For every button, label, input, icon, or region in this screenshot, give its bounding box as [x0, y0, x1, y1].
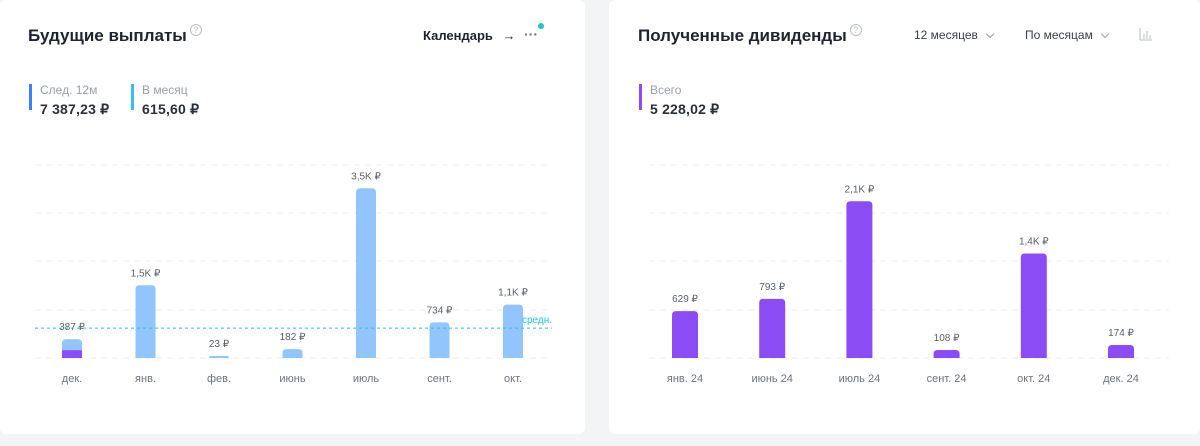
calendar-link-label: Календарь	[423, 28, 493, 43]
dividends-tick-label: июнь 24	[751, 373, 793, 385]
future-bar[interactable]	[356, 188, 376, 358]
future-tick-label: сент.	[427, 373, 452, 385]
future-tick-label: июнь	[279, 373, 305, 385]
stat-per-month: В месяц 615,60 ₽	[131, 83, 199, 117]
stat-next-12m: След. 12м 7 387,23 ₽	[29, 83, 109, 117]
period-select[interactable]: 12 месяцев	[914, 28, 995, 42]
future-bar[interactable]	[209, 356, 229, 358]
calendar-link[interactable]: Календарь →	[423, 28, 516, 43]
dividends-tick-label: янв. 24	[667, 373, 703, 385]
future-bar[interactable]	[282, 349, 303, 358]
dividends-tick-label: окт. 24	[1017, 373, 1050, 385]
future-tick-label: июль	[353, 373, 380, 385]
dividends-bar[interactable]	[1108, 345, 1134, 358]
help-icon[interactable]: ?	[849, 24, 862, 36]
average-line-label: средн.	[522, 315, 552, 326]
bar-chart-icon[interactable]	[1139, 27, 1153, 41]
stat-total-value: 5 228,02 ₽	[650, 101, 720, 117]
future-bar[interactable]	[135, 285, 156, 358]
dividends-bar[interactable]	[672, 311, 698, 358]
future-tick-label: дек.	[62, 373, 82, 385]
dividends-bar[interactable]	[1020, 253, 1047, 358]
received-dividends-card: Полученные дивиденды? 12 месяцев По меся…	[609, 0, 1200, 434]
arrow-right-icon: →	[502, 28, 516, 43]
dividends-tick-label: дек. 24	[1103, 373, 1139, 385]
future-payouts-card: Будущие выплаты? Календарь → ··· След. 1…	[0, 0, 585, 434]
future-payouts-title: Будущие выплаты?	[28, 24, 202, 46]
dividends-value-label: 629 ₽	[672, 294, 698, 305]
notification-dot	[538, 23, 544, 29]
future-tick-label: янв.	[135, 373, 156, 385]
help-icon[interactable]: ?	[189, 24, 202, 36]
stat-total-label: Всего	[650, 83, 682, 97]
future-value-label: 1,1K ₽	[498, 288, 528, 299]
stat-total: Всего 5 228,02 ₽	[639, 83, 719, 117]
dividends-value-label: 1,4K ₽	[1019, 237, 1049, 248]
stat-next-12m-label: След. 12м	[40, 83, 98, 97]
future-value-label: 734 ₽	[427, 305, 453, 316]
dividends-value-label: 174 ₽	[1108, 328, 1134, 339]
dividends-value-label: 108 ₽	[934, 333, 960, 344]
dividends-value-label: 2,1K ₽	[845, 184, 875, 195]
dividends-bar[interactable]	[759, 298, 786, 358]
stat-next-12m-value: 7 387,23 ₽	[40, 101, 110, 117]
period-select-value: 12 месяцев	[914, 28, 978, 42]
future-bar-received-part	[62, 350, 82, 358]
received-dividends-title: Полученные дивиденды?	[638, 24, 862, 46]
future-bar[interactable]	[429, 322, 450, 358]
dividends-bar[interactable]	[933, 349, 960, 358]
future-value-label: 3,5K ₽	[351, 171, 381, 182]
dividends-tick-label: сент. 24	[927, 373, 967, 385]
future-tick-label: фев.	[207, 373, 231, 385]
more-menu-button[interactable]: ···	[524, 26, 538, 42]
stat-per-month-value: 615,60 ₽	[142, 101, 200, 117]
future-tick-label: окт.	[504, 373, 522, 385]
future-value-label: 23 ₽	[209, 339, 230, 350]
grouping-select[interactable]: По месяцам	[1025, 28, 1110, 42]
received-dividends-title-text: Полученные дивиденды	[638, 26, 847, 45]
dividends-tick-label: июль 24	[839, 373, 881, 385]
future-bar[interactable]	[503, 304, 523, 358]
future-value-label: 182 ₽	[280, 332, 306, 343]
received-dividends-chart: 629 ₽ янв. 24 793 ₽ июнь 24 2,1K ₽ июль 24 108…	[649, 164, 1169, 385]
stat-per-month-label: В месяц	[142, 83, 188, 97]
dividends-value-label: 793 ₽	[759, 282, 785, 293]
future-payouts-title-text: Будущие выплаты	[28, 26, 187, 45]
future-payouts-chart: 387 ₽дек.1,5K ₽янв.23 ₽фев.182 ₽июнь3,5K…	[35, 164, 552, 385]
grouping-select-value: По месяцам	[1025, 28, 1093, 42]
dividends-bar[interactable]	[846, 201, 873, 358]
future-value-label: 1,5K ₽	[131, 268, 161, 279]
more-icon: ···	[524, 26, 538, 42]
